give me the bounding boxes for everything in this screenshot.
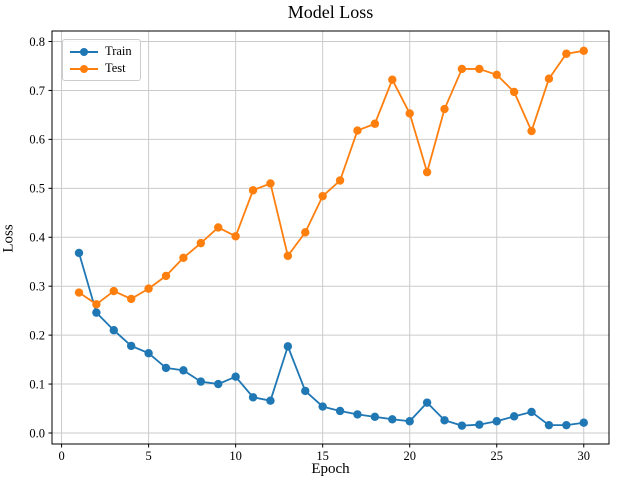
test-point-epoch-7 bbox=[179, 253, 188, 263]
test-point-epoch-26 bbox=[509, 87, 519, 97]
train-point-epoch-23 bbox=[457, 421, 467, 430]
train-point-epoch-9 bbox=[214, 379, 223, 389]
test-point-epoch-15 bbox=[318, 191, 327, 201]
test-point-epoch-27 bbox=[527, 126, 536, 136]
y-tick-label: 0.1 bbox=[29, 377, 45, 391]
x-tick-label: 25 bbox=[490, 449, 503, 463]
test-point-epoch-5 bbox=[144, 284, 153, 293]
test-point-epoch-18 bbox=[370, 119, 380, 128]
test-point-epoch-19 bbox=[388, 75, 397, 84]
test-point-epoch-30 bbox=[579, 46, 588, 56]
test-point-epoch-21 bbox=[422, 167, 432, 177]
test-point-epoch-28 bbox=[544, 74, 554, 83]
train-point-epoch-4 bbox=[126, 341, 136, 351]
train-point-epoch-21 bbox=[422, 398, 432, 407]
x-tick-label: 5 bbox=[145, 449, 151, 463]
train-point-epoch-10 bbox=[231, 372, 240, 381]
train-point-epoch-25 bbox=[492, 417, 501, 426]
test-point-epoch-11 bbox=[248, 186, 258, 195]
test-point-epoch-16 bbox=[335, 176, 345, 185]
train-point-epoch-28 bbox=[544, 420, 554, 430]
y-tick-label: 0.3 bbox=[29, 279, 45, 293]
test-point-epoch-24 bbox=[475, 64, 484, 74]
test-point-epoch-22 bbox=[440, 104, 449, 114]
test-point-epoch-14 bbox=[301, 228, 310, 237]
train-point-epoch-29 bbox=[562, 420, 571, 430]
train-point-epoch-27 bbox=[527, 407, 536, 417]
y-tick-label: 0.4 bbox=[29, 231, 45, 245]
train-point-epoch-22 bbox=[440, 416, 449, 425]
test-point-epoch-4 bbox=[126, 294, 136, 304]
train-point-epoch-3 bbox=[109, 326, 118, 335]
train-point-epoch-1 bbox=[74, 248, 84, 258]
train-point-epoch-11 bbox=[248, 393, 258, 402]
test-line bbox=[78, 49, 584, 306]
train-point-epoch-2 bbox=[92, 308, 101, 317]
test-point-epoch-20 bbox=[405, 109, 414, 118]
train-point-epoch-16 bbox=[335, 406, 345, 416]
test-point-epoch-9 bbox=[214, 223, 223, 232]
train-point-epoch-15 bbox=[318, 402, 327, 411]
y-tick-label: 0.2 bbox=[29, 328, 45, 342]
test-point-epoch-2 bbox=[92, 300, 101, 309]
train-line bbox=[78, 252, 584, 427]
train-point-epoch-7 bbox=[179, 366, 188, 375]
train-point-epoch-8 bbox=[196, 377, 206, 386]
train-point-epoch-26 bbox=[509, 412, 519, 421]
y-tick-label: 0.8 bbox=[29, 35, 45, 49]
test-point-epoch-3 bbox=[109, 286, 118, 296]
test-point-epoch-12 bbox=[266, 179, 275, 188]
train-point-epoch-17 bbox=[353, 410, 362, 419]
test-point-epoch-29 bbox=[562, 49, 571, 58]
train-point-epoch-20 bbox=[405, 417, 414, 426]
test-point-epoch-25 bbox=[492, 70, 501, 79]
test-point-epoch-10 bbox=[231, 232, 240, 241]
legend-item-train: Train bbox=[70, 44, 132, 59]
y-axis-label: Loss bbox=[0, 224, 17, 253]
train-point-epoch-6 bbox=[161, 363, 171, 373]
x-axis-label: Epoch bbox=[311, 461, 350, 477]
x-tick-label: 30 bbox=[578, 449, 591, 463]
x-tick-label: 10 bbox=[229, 449, 242, 463]
y-tick-label: 0.5 bbox=[29, 182, 45, 196]
test-line-swatch bbox=[70, 64, 98, 73]
train-point-epoch-30 bbox=[579, 418, 588, 427]
train-line-swatch bbox=[70, 47, 98, 56]
legend-item-test: Test bbox=[70, 61, 132, 76]
x-tick-label: 15 bbox=[316, 449, 329, 463]
test-point-epoch-23 bbox=[457, 64, 467, 74]
test-point-epoch-6 bbox=[161, 271, 171, 281]
x-tick-label: 0 bbox=[58, 449, 64, 463]
legend-box: Train Test bbox=[62, 39, 141, 81]
test-point-epoch-17 bbox=[353, 126, 362, 135]
train-point-epoch-24 bbox=[475, 420, 484, 429]
train-point-epoch-18 bbox=[370, 412, 380, 422]
train-point-epoch-13 bbox=[283, 342, 293, 351]
test-point-epoch-13 bbox=[283, 251, 293, 261]
test-point-epoch-8 bbox=[196, 238, 206, 248]
train-point-epoch-12 bbox=[266, 396, 275, 405]
test-point-epoch-1 bbox=[74, 288, 84, 297]
train-point-epoch-14 bbox=[301, 386, 310, 396]
x-tick-label: 20 bbox=[403, 449, 416, 463]
train-point-epoch-5 bbox=[144, 349, 153, 358]
y-tick-label: 0.7 bbox=[29, 84, 45, 98]
chart-title: Model Loss bbox=[287, 2, 374, 22]
y-tick-label: 0.6 bbox=[29, 133, 45, 147]
train-point-epoch-19 bbox=[388, 415, 397, 424]
legend-label-test: Test bbox=[105, 61, 126, 75]
y-tick-label: 0.0 bbox=[29, 426, 45, 440]
legend-label-train: Train bbox=[105, 44, 132, 58]
